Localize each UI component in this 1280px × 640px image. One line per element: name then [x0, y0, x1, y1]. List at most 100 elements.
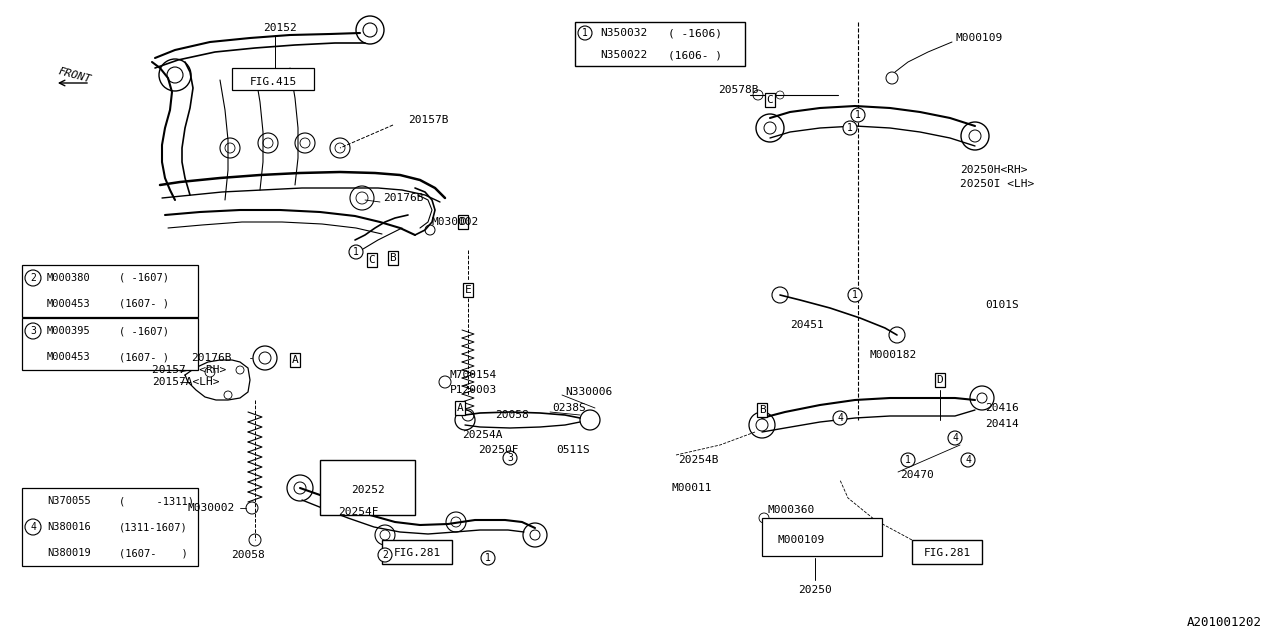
Text: N330006: N330006	[564, 387, 612, 397]
Text: B: B	[389, 253, 397, 263]
Text: 1: 1	[353, 247, 358, 257]
Text: 20152: 20152	[264, 23, 297, 33]
Circle shape	[961, 453, 975, 467]
Text: A201001202: A201001202	[1187, 616, 1262, 628]
Text: (     -1311): ( -1311)	[119, 496, 195, 506]
Text: FRONT: FRONT	[58, 66, 92, 84]
Circle shape	[849, 288, 861, 302]
Text: 20250: 20250	[799, 585, 832, 595]
Bar	[575, 22, 745, 66]
Circle shape	[851, 108, 865, 122]
Text: M000453: M000453	[47, 352, 91, 362]
Bar	[381, 540, 452, 564]
Text: 20250F: 20250F	[477, 445, 518, 455]
Text: 2: 2	[29, 273, 36, 283]
Bar	[22, 265, 198, 317]
Circle shape	[844, 121, 858, 135]
Circle shape	[26, 519, 41, 535]
Text: M000380: M000380	[47, 273, 91, 283]
Circle shape	[378, 548, 392, 562]
Bar	[762, 518, 882, 556]
Circle shape	[349, 245, 364, 259]
Text: 20157A<LH>: 20157A<LH>	[152, 377, 219, 387]
Text: (1607- ): (1607- )	[119, 299, 169, 309]
Text: FIG.415: FIG.415	[250, 77, 297, 87]
Bar	[22, 318, 198, 370]
Text: 20416: 20416	[986, 403, 1019, 413]
Text: 4: 4	[952, 433, 957, 443]
Text: 20451: 20451	[790, 320, 824, 330]
Text: D: D	[937, 375, 943, 385]
Text: 1: 1	[905, 455, 911, 465]
Text: A: A	[457, 403, 463, 413]
Text: M000360: M000360	[768, 505, 815, 515]
Text: M00011: M00011	[672, 483, 713, 493]
Text: 4: 4	[837, 413, 844, 423]
Text: 1: 1	[847, 123, 852, 133]
Circle shape	[833, 411, 847, 425]
Bar	[232, 68, 314, 90]
Text: 20058: 20058	[495, 410, 529, 420]
Text: E: E	[465, 285, 471, 295]
Text: ( -1607): ( -1607)	[119, 273, 169, 283]
Text: 20058: 20058	[232, 550, 265, 560]
Bar	[911, 540, 982, 564]
Text: M000109: M000109	[955, 33, 1002, 43]
Text: M000395: M000395	[47, 326, 91, 336]
Text: C: C	[369, 255, 375, 265]
Text: M030002: M030002	[188, 503, 236, 513]
Text: 3: 3	[29, 326, 36, 336]
Text: M700154: M700154	[451, 370, 497, 380]
Text: 20252: 20252	[351, 485, 385, 495]
Text: ( -1606): ( -1606)	[668, 28, 722, 38]
Text: D: D	[460, 217, 466, 227]
Text: 20254A: 20254A	[462, 430, 503, 440]
Circle shape	[503, 451, 517, 465]
Text: N370055: N370055	[47, 496, 91, 506]
Text: (1606- ): (1606- )	[668, 50, 722, 60]
Text: 20157  <RH>: 20157 <RH>	[152, 365, 227, 375]
Text: B: B	[759, 405, 765, 415]
Text: 1: 1	[852, 290, 858, 300]
Text: 0101S: 0101S	[986, 300, 1019, 310]
Circle shape	[26, 323, 41, 339]
Circle shape	[481, 551, 495, 565]
Text: 4: 4	[965, 455, 972, 465]
Text: A: A	[292, 355, 298, 365]
Text: C: C	[767, 95, 773, 105]
Text: M030002: M030002	[433, 217, 479, 227]
Text: 20176B: 20176B	[383, 193, 424, 203]
Text: 2: 2	[381, 550, 388, 560]
Text: M000453: M000453	[47, 299, 91, 309]
Text: (1607- ): (1607- )	[119, 352, 169, 362]
Text: 20470: 20470	[900, 470, 933, 480]
Text: 4: 4	[29, 522, 36, 532]
Text: 0511S: 0511S	[556, 445, 590, 455]
Text: 20578B: 20578B	[718, 85, 759, 95]
Text: 20157B: 20157B	[408, 115, 448, 125]
Text: FIG.281: FIG.281	[393, 548, 440, 558]
Text: 20176B: 20176B	[192, 353, 232, 363]
Text: 3: 3	[507, 453, 513, 463]
Text: M000182: M000182	[870, 350, 918, 360]
Text: N350032: N350032	[600, 28, 648, 38]
Text: 20254F: 20254F	[338, 507, 379, 517]
Circle shape	[579, 26, 591, 40]
Text: 20250H<RH>: 20250H<RH>	[960, 165, 1028, 175]
Text: 20414: 20414	[986, 419, 1019, 429]
Text: N380016: N380016	[47, 522, 91, 532]
Text: ( -1607): ( -1607)	[119, 326, 169, 336]
Circle shape	[948, 431, 963, 445]
Text: 20254B: 20254B	[678, 455, 718, 465]
Text: FIG.281: FIG.281	[923, 548, 970, 558]
Text: P120003: P120003	[451, 385, 497, 395]
Text: (1607-    ): (1607- )	[119, 548, 188, 558]
Circle shape	[901, 453, 915, 467]
Text: M000109: M000109	[778, 535, 826, 545]
Circle shape	[26, 270, 41, 286]
Text: 1: 1	[485, 553, 492, 563]
Text: N350022: N350022	[600, 50, 648, 60]
Bar	[320, 460, 415, 515]
Text: 1: 1	[855, 110, 861, 120]
Text: (1311-1607): (1311-1607)	[119, 522, 188, 532]
